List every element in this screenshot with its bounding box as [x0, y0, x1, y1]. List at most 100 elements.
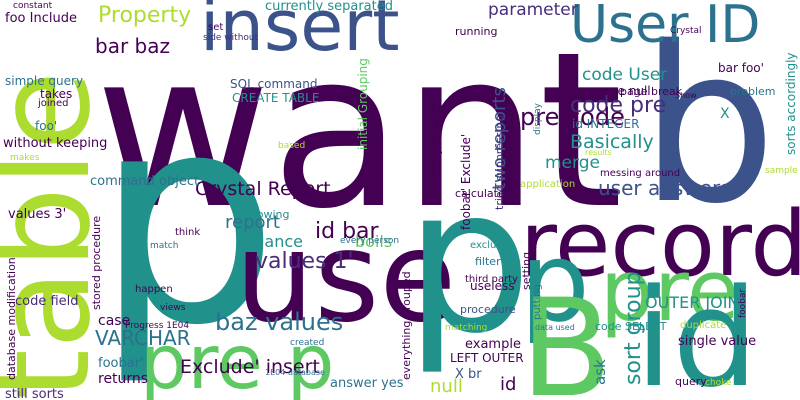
word: id [500, 374, 516, 395]
word: display [533, 102, 543, 135]
word: foobar' [98, 356, 144, 371]
word: B [520, 270, 613, 400]
word: takes [40, 87, 72, 101]
word: really simple [430, 108, 443, 178]
word: data used [535, 323, 575, 332]
word: stored procedure [90, 216, 103, 310]
word: returns [98, 371, 148, 387]
word: happen [135, 284, 173, 295]
word: sorts accordingly [784, 52, 798, 155]
word: useless [470, 279, 514, 293]
word: sample [765, 166, 798, 176]
word: database modification [5, 257, 18, 380]
word: values 1' [255, 249, 354, 274]
word: foo' [35, 119, 57, 133]
word: code field [15, 294, 79, 309]
word: messing around [600, 168, 680, 179]
word: use [235, 205, 456, 350]
word: created [290, 338, 324, 348]
word: LEFT OUTER [450, 351, 524, 365]
word: boils [355, 232, 392, 251]
word: code User [582, 65, 667, 85]
word: p [95, 52, 279, 389]
word: bar baz [95, 34, 170, 58]
word: every person [340, 236, 399, 246]
word: Progress 1E04 [125, 321, 189, 331]
word: single value [678, 334, 756, 349]
word: calculates [455, 187, 511, 200]
word: VARCHAR [95, 326, 191, 350]
word: exclude [470, 240, 509, 251]
word: none null [595, 84, 651, 98]
word: baz values [215, 308, 343, 336]
word: record [520, 192, 800, 297]
word: user answers [598, 176, 731, 200]
word: table [0, 71, 119, 400]
word: pre p [140, 318, 334, 400]
word: Exclude' insert [180, 356, 320, 378]
word: setting [520, 252, 533, 290]
word: CREATE TABLE [232, 91, 319, 105]
word: following [240, 208, 289, 221]
word: id [635, 260, 758, 400]
word: still sorts [5, 387, 64, 400]
word: answer yes [330, 376, 404, 391]
word: foobar' Exclude' [459, 134, 473, 230]
word: application [520, 179, 575, 190]
word: match [150, 241, 178, 251]
word: X br [455, 367, 482, 382]
word: foobar [738, 289, 748, 318]
word: case [98, 313, 130, 329]
word: Crystal [670, 26, 702, 36]
word: without keeping [3, 136, 107, 151]
word: two reports [489, 87, 510, 190]
word: initial Grouping [356, 58, 370, 150]
word: everything grouped [400, 271, 413, 380]
word: tried suppressing [493, 115, 506, 210]
word: 1E04 database [265, 368, 325, 377]
word: p [520, 218, 590, 346]
word: Show [675, 91, 697, 100]
word: b [640, 0, 776, 251]
word: Basically [570, 131, 654, 153]
word: User ID [570, 0, 760, 55]
word: query [675, 375, 707, 388]
word: matching [445, 323, 487, 333]
word: insert [200, 0, 400, 67]
word: running [455, 25, 497, 38]
word: null [430, 376, 463, 397]
word: values 3' [8, 207, 66, 222]
word: code pre [570, 93, 666, 118]
word: id bar [315, 219, 380, 244]
word: putting [532, 284, 543, 320]
word: merge [545, 153, 600, 173]
word: joined [37, 98, 69, 109]
word: ask [591, 359, 609, 385]
word: page break [620, 85, 683, 98]
word: constant [13, 1, 53, 11]
word: think [175, 227, 200, 238]
word: command object [90, 174, 199, 189]
word: balance [240, 232, 303, 251]
word: third party [465, 274, 518, 285]
word: duplicate [680, 320, 726, 331]
word: based [278, 141, 305, 151]
word: Crystal Report [195, 178, 331, 200]
word: side without [203, 33, 259, 43]
word: pre [600, 242, 739, 341]
word: results [585, 148, 612, 157]
word: code SELECT [595, 320, 667, 333]
word: currently separated [265, 0, 393, 14]
word: want [95, 5, 623, 256]
word: set [208, 22, 223, 33]
word: bar foo' [718, 61, 764, 75]
word: SQL command [230, 77, 317, 91]
word: procedure [460, 303, 516, 316]
word: sort group [621, 272, 646, 385]
word: foo Include [5, 11, 77, 26]
word: parameter [488, 0, 578, 20]
word: p [405, 145, 532, 378]
word: views [160, 303, 186, 313]
word: problem [730, 85, 776, 98]
